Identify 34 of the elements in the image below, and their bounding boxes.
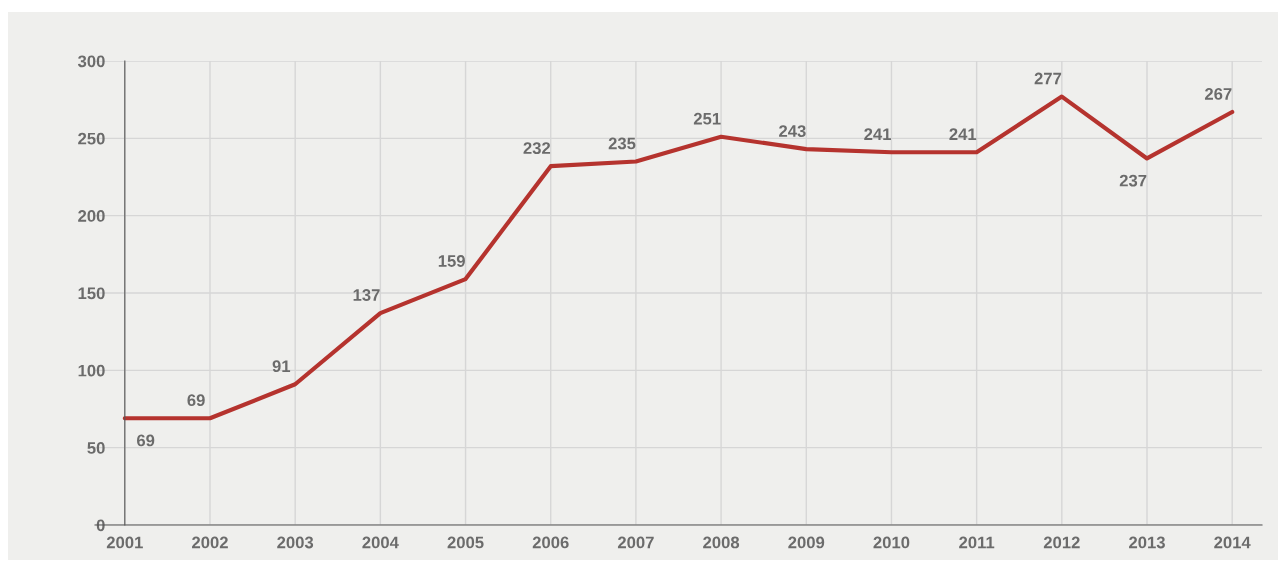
data-label: 241 xyxy=(949,128,977,140)
data-label: 243 xyxy=(779,125,806,137)
x-tick-label: 2001 xyxy=(106,536,143,549)
y-tick-label: 50 xyxy=(87,442,105,454)
x-tick-label: 2004 xyxy=(362,536,399,549)
data-label: 91 xyxy=(272,360,291,373)
y-tick-label: 100 xyxy=(78,364,105,377)
x-tick-label: 2009 xyxy=(788,536,825,549)
y-tick-label: 300 xyxy=(77,55,105,68)
x-tick-label: 2006 xyxy=(532,536,569,549)
x-tick-label: 2013 xyxy=(1129,536,1165,549)
y-tick-label: 150 xyxy=(78,287,105,300)
data-label: 232 xyxy=(523,142,551,154)
data-label: 277 xyxy=(1034,72,1062,85)
data-label: 251 xyxy=(693,112,721,125)
data-label: 235 xyxy=(608,137,636,150)
x-tick-label: 2010 xyxy=(873,536,910,549)
y-tick-label: 200 xyxy=(78,210,105,222)
data-label: 137 xyxy=(353,289,380,301)
y-tick-label: 250 xyxy=(78,132,105,145)
x-tick-label: 2005 xyxy=(447,536,484,549)
x-tick-label: 2003 xyxy=(277,536,314,549)
x-tick-label: 2007 xyxy=(617,536,654,549)
data-label: 69 xyxy=(136,434,155,447)
x-tick-label: 2012 xyxy=(1043,536,1080,549)
x-tick-label: 2011 xyxy=(959,536,995,549)
data-label: 241 xyxy=(864,128,892,140)
x-tick-label: 2002 xyxy=(192,536,228,549)
x-tick-label: 2014 xyxy=(1214,536,1251,549)
data-label: 267 xyxy=(1204,88,1232,100)
data-label: 69 xyxy=(187,394,205,407)
data-label: 237 xyxy=(1119,174,1147,187)
x-tick-label: 2008 xyxy=(703,536,740,549)
data-label: 159 xyxy=(438,255,465,267)
